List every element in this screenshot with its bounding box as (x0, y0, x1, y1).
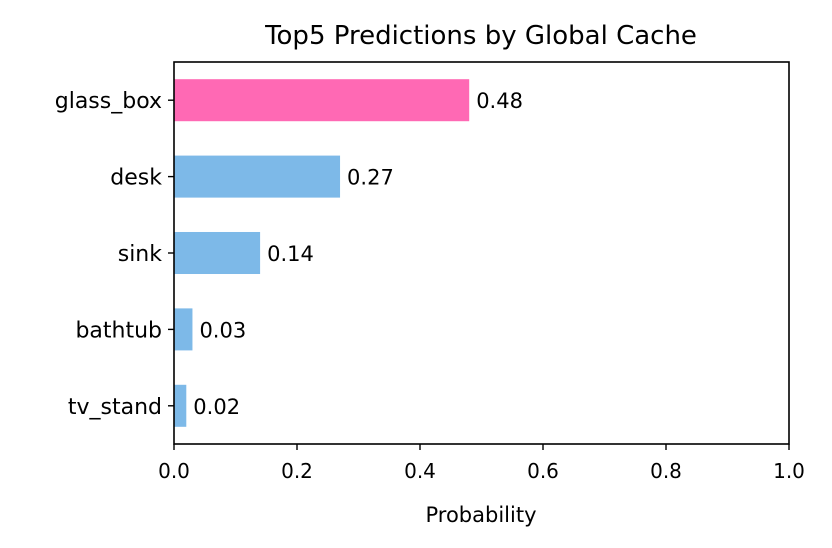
bar-glass-box (174, 79, 470, 122)
x-tick-label: 0.0 (158, 459, 190, 483)
x-axis-label: Probability (425, 503, 536, 527)
category-label-bathtub: bathtub (75, 318, 162, 343)
value-label-tv-stand: 0.02 (193, 395, 240, 419)
x-tick-label: 0.8 (650, 459, 682, 483)
value-label-desk: 0.27 (347, 166, 394, 190)
x-tick-label: 0.4 (404, 459, 436, 483)
chart-title: Top5 Predictions by Global Cache (264, 21, 697, 51)
value-label-bathtub: 0.03 (199, 318, 246, 342)
value-label-glass-box: 0.48 (476, 89, 523, 113)
x-tick-label: 1.0 (773, 459, 805, 483)
bar-tv-stand (174, 384, 187, 427)
value-label-sink: 0.14 (267, 242, 314, 266)
bar-sink (174, 231, 261, 275)
category-label-desk: desk (110, 166, 162, 191)
x-axis: 0.0 0.2 0.4 0.6 0.8 1.0 (158, 444, 805, 483)
category-label-tv-stand: tv_stand (68, 395, 162, 420)
x-tick-label: 0.6 (527, 459, 559, 483)
bar-bathtub (174, 308, 193, 351)
value-labels: 0.48 0.27 0.14 0.03 0.02 (193, 89, 523, 419)
x-tick-label: 0.2 (281, 459, 313, 483)
category-label-glass-box: glass_box (55, 89, 162, 114)
bars-group (174, 79, 470, 427)
category-label-sink: sink (118, 242, 163, 267)
plot-frame (173, 61, 790, 445)
bar-desk (174, 155, 341, 198)
